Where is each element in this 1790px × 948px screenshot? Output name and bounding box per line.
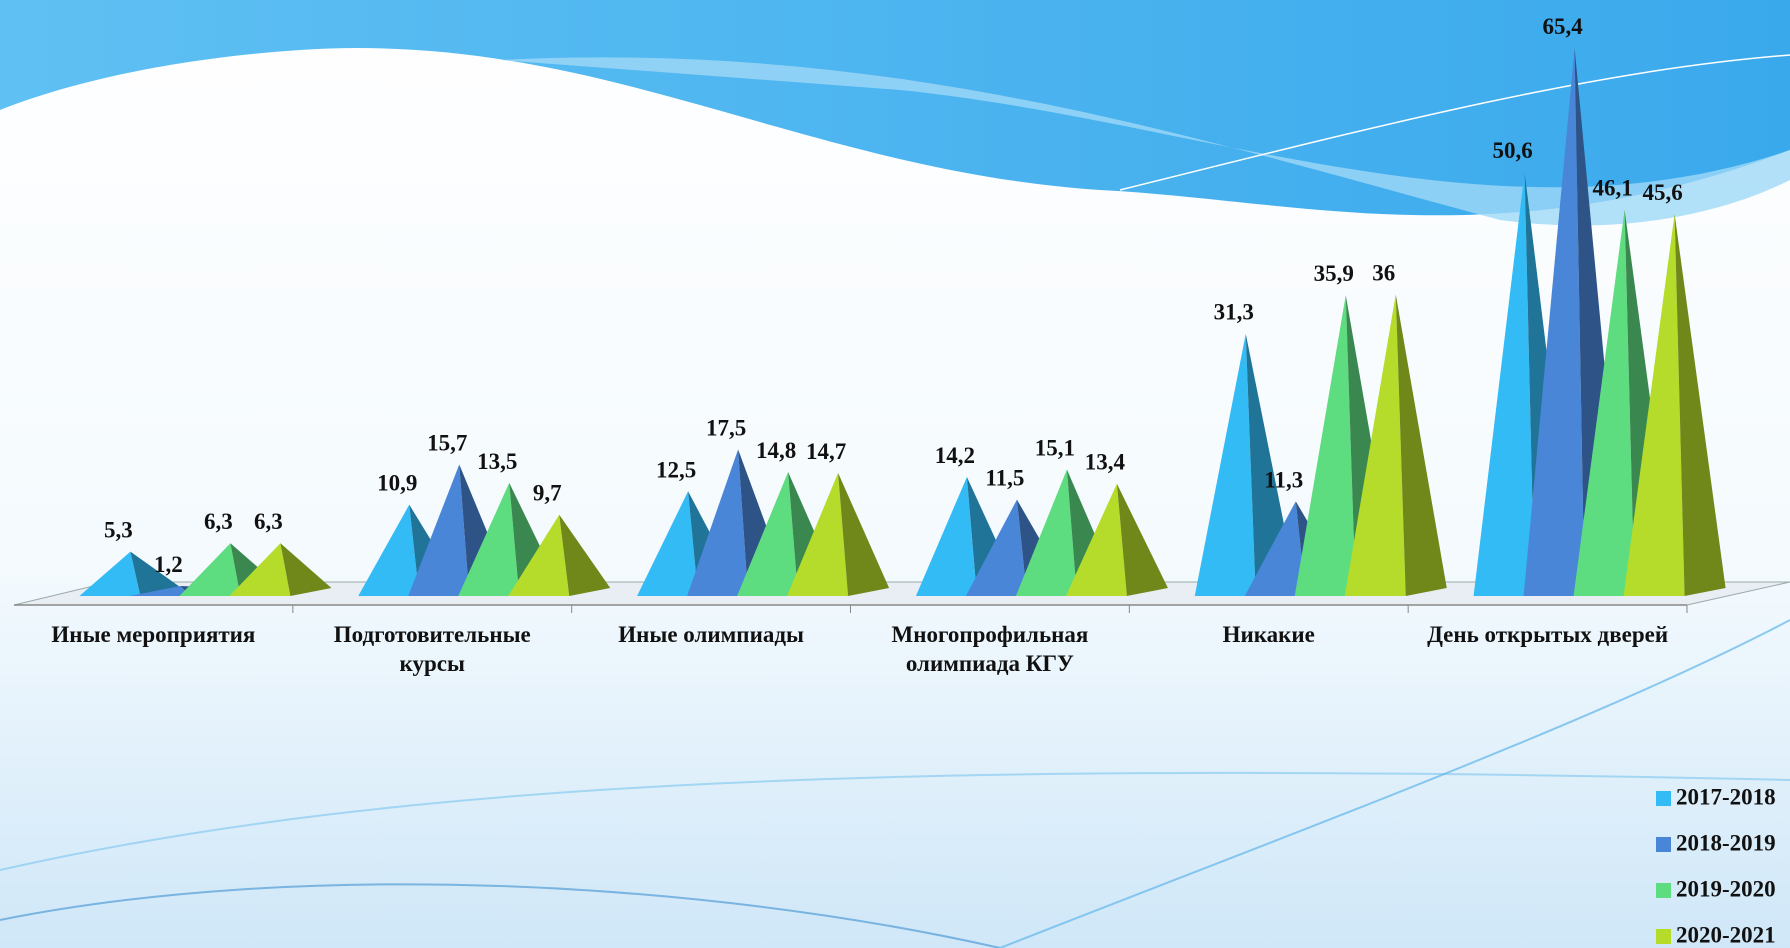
data-label: 50,6 xyxy=(1492,138,1532,163)
legend-swatch xyxy=(1656,837,1671,852)
pyramid-face xyxy=(559,514,611,596)
pyramid-face xyxy=(1395,294,1447,596)
pyramid-face xyxy=(1674,213,1726,596)
data-label: 36 xyxy=(1372,260,1395,285)
pyramid-face xyxy=(965,499,1027,596)
pyramid-face xyxy=(229,543,291,596)
pyramid-face xyxy=(1473,172,1535,596)
data-label: 14,7 xyxy=(806,439,846,464)
legend-label: 2019-2020 xyxy=(1676,876,1776,901)
top-wave xyxy=(0,0,1790,216)
pyramid-face xyxy=(1523,48,1585,596)
pyramid xyxy=(1065,483,1168,596)
pyramid-face xyxy=(1573,209,1635,596)
wave-line xyxy=(999,619,1790,948)
legend-swatch xyxy=(1656,929,1671,944)
legend-label: 2018-2019 xyxy=(1676,830,1776,855)
pyramid-face xyxy=(508,514,570,596)
data-label: 13,5 xyxy=(477,449,517,474)
pyramid-face xyxy=(79,551,141,596)
wave-line xyxy=(0,771,1790,871)
data-label: 31,3 xyxy=(1214,300,1254,325)
pyramid-face xyxy=(637,491,699,596)
legend-label: 2020-2021 xyxy=(1676,922,1776,947)
pyramid-face xyxy=(280,543,332,596)
pyramid-face xyxy=(687,449,749,596)
data-label: 5,3 xyxy=(104,518,133,543)
x-tick-label: Никакие xyxy=(1222,622,1315,647)
data-label: 14,2 xyxy=(935,443,975,468)
pyramid-face xyxy=(915,477,977,596)
legend-swatch xyxy=(1656,883,1671,898)
data-label: 15,7 xyxy=(427,430,467,455)
x-tick-label: Многопрофильная олимпиада КГУ xyxy=(891,622,1089,676)
pyramid-face xyxy=(358,504,420,596)
x-tick-label: Подготовительные курсы xyxy=(333,622,531,676)
data-label: 1,2 xyxy=(154,552,183,577)
pyramid-face xyxy=(787,472,849,596)
pyramid xyxy=(1623,213,1726,596)
data-label: 6,3 xyxy=(204,509,233,534)
data-label: 13,4 xyxy=(1085,450,1126,475)
pyramid-face xyxy=(1065,483,1127,596)
data-label: 11,5 xyxy=(985,466,1024,491)
pyramid-face xyxy=(1294,295,1356,596)
pyramid-face xyxy=(130,551,182,596)
pyramid-face xyxy=(838,472,890,596)
wave-highlight xyxy=(500,57,1790,226)
pyramid-face xyxy=(1244,501,1306,596)
x-tick-label: День открытых дверей xyxy=(1427,622,1669,647)
pyramid-face xyxy=(408,464,470,596)
legend-label: 2017-2018 xyxy=(1676,784,1776,809)
pyramid-face xyxy=(129,585,191,596)
pyramid-face xyxy=(1116,483,1168,596)
x-tick-label: Иные олимпиады xyxy=(618,622,804,647)
pyramid-face xyxy=(179,543,241,596)
data-label: 9,7 xyxy=(533,481,562,506)
wave-line xyxy=(1119,54,1790,191)
pyramid xyxy=(1344,294,1447,596)
pyramid xyxy=(787,472,890,596)
pyramid-face xyxy=(1623,213,1685,596)
data-label: 46,1 xyxy=(1592,176,1632,201)
wave-line xyxy=(0,883,1001,948)
data-label: 17,5 xyxy=(706,415,746,440)
pyramid xyxy=(508,514,611,596)
data-label: 12,5 xyxy=(656,457,696,482)
pyramid-face xyxy=(1344,294,1406,596)
legend-swatch xyxy=(1656,791,1671,806)
data-label: 35,9 xyxy=(1314,261,1354,286)
pyramid-face xyxy=(737,471,799,596)
data-label: 10,9 xyxy=(377,471,417,496)
data-label: 14,8 xyxy=(756,438,796,463)
data-label: 15,1 xyxy=(1035,435,1075,460)
data-label: 65,4 xyxy=(1542,14,1583,39)
pyramid-face xyxy=(1194,333,1256,596)
pyramid xyxy=(229,543,332,596)
pyramid-face xyxy=(458,482,520,596)
x-tick-label: Иные мероприятия xyxy=(51,622,256,647)
data-label: 11,3 xyxy=(1264,467,1303,492)
pyramid-face xyxy=(1015,469,1077,596)
data-label: 45,6 xyxy=(1642,180,1682,205)
pyramid xyxy=(79,551,182,596)
data-label: 6,3 xyxy=(254,509,283,534)
